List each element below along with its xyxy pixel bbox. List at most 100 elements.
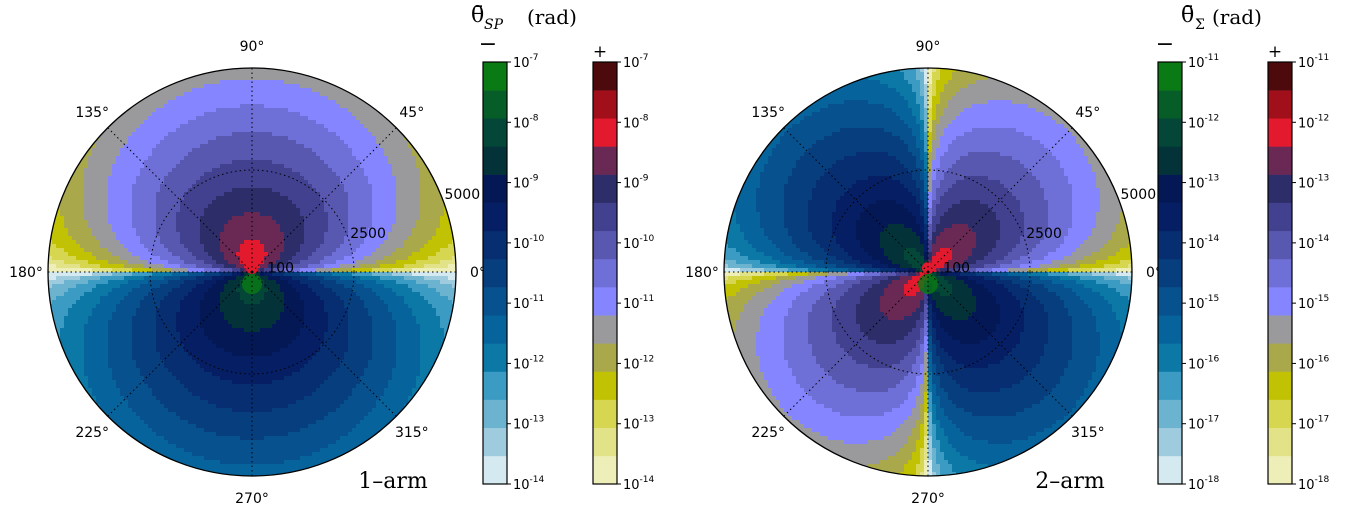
colorbar-segment bbox=[593, 118, 617, 147]
colorbar-segment bbox=[1268, 230, 1292, 260]
colorbar-segment bbox=[1158, 90, 1182, 119]
angle-tick-label: 270° bbox=[911, 491, 945, 506]
colorbar-positive: 10-7 10-8 10-9 10-10 10-11 10-12 10-13 10-14 bbox=[592, 53, 655, 493]
colorbar-segment bbox=[483, 455, 507, 485]
colorbar-segment bbox=[1158, 202, 1182, 232]
colorbar-tick-label: 10-14 bbox=[623, 475, 655, 493]
colorbar-segment bbox=[483, 202, 507, 232]
colorbar-tick-label: 10-13 bbox=[513, 415, 544, 433]
colorbar-segment bbox=[1158, 146, 1182, 175]
colorbar-segment bbox=[483, 315, 507, 344]
colorbar-segment bbox=[1158, 174, 1182, 203]
panel-label-1arm: 1–arm bbox=[358, 469, 428, 494]
colorbar-tick-label: 10-17 bbox=[1188, 415, 1219, 433]
colorbar-tick-label: 10-18 bbox=[1298, 475, 1330, 493]
colorbar-tick-label: 10-8 bbox=[513, 113, 539, 131]
polar-panel-1arm: 0°45°90°135°180°225°270°315°10025005000 … bbox=[9, 39, 486, 506]
angle-tick-label: 90° bbox=[916, 39, 941, 55]
colorbar-title-unit: (rad) bbox=[527, 5, 577, 29]
colorbar-tick-label: 10-13 bbox=[1298, 174, 1329, 192]
colorbar-segment bbox=[593, 202, 617, 232]
angle-tick-label: 0° bbox=[470, 265, 486, 281]
colorbar-segment bbox=[483, 146, 507, 175]
colorbar-tick-label: 10-11 bbox=[513, 294, 544, 312]
colorbar-tick-label: 10-9 bbox=[623, 174, 649, 192]
angle-tick-label: 225° bbox=[751, 425, 785, 441]
colorbar-tick-label: 10-7 bbox=[513, 53, 539, 71]
panel-label-2arm: 2–arm bbox=[1035, 469, 1105, 494]
radial-tick-label: 5000 bbox=[444, 187, 480, 203]
colorbar-segment bbox=[1158, 118, 1182, 147]
colorbar-title: θ̄ SP (rad) bbox=[471, 3, 577, 33]
colorbar-tick-label: 10-16 bbox=[1298, 354, 1330, 372]
colorbars-panel-2: 10-11 10-12 10-13 10-14 10-15 10-16 10-17 10-18… bbox=[1156, 3, 1330, 493]
angle-tick-label: 135° bbox=[75, 105, 109, 121]
colorbar-tick-label: 10-12 bbox=[513, 354, 544, 372]
colorbar-tick-label: 10-12 bbox=[1188, 113, 1219, 131]
radial-tick-label: 2500 bbox=[1026, 226, 1062, 242]
colorbar-segment bbox=[1158, 427, 1182, 457]
angle-tick-label: 315° bbox=[1071, 425, 1105, 441]
angle-tick-label: 180° bbox=[9, 265, 43, 281]
colorbars-panel-1: 10-7 10-8 10-9 10-10 10-11 10-12 10-13 10-14 10… bbox=[471, 3, 655, 493]
colorbar-tick-label: 10-10 bbox=[513, 234, 545, 252]
colorbar-neg-sign: − bbox=[1156, 32, 1174, 57]
colorbar-negative: 10-11 10-12 10-13 10-14 10-15 10-16 10-17 10-18 bbox=[1157, 53, 1220, 493]
colorbar-title-symbol: θ̄ bbox=[1181, 3, 1194, 28]
angle-tick-label: 180° bbox=[685, 265, 719, 281]
colorbar-segment bbox=[483, 174, 507, 203]
colorbar-tick-label: 10-16 bbox=[1188, 354, 1220, 372]
colorbar-segment bbox=[593, 146, 617, 175]
angle-tick-label: 45° bbox=[399, 105, 424, 121]
colorbar-tick-label: 10-15 bbox=[1188, 294, 1219, 312]
colorbar-segment bbox=[593, 455, 617, 485]
colorbar-tick-label: 10-17 bbox=[1298, 415, 1329, 433]
colorbar-tick-label: 10-14 bbox=[513, 475, 545, 493]
angle-tick-label: 90° bbox=[240, 39, 265, 55]
colorbar-segment bbox=[1158, 343, 1182, 372]
colorbar-segment bbox=[593, 62, 617, 91]
colorbar-segment bbox=[1158, 315, 1182, 344]
colorbar-segment bbox=[1158, 230, 1182, 260]
colorbar-segment bbox=[483, 287, 507, 316]
colorbar-tick-label: 10-8 bbox=[623, 113, 649, 131]
colorbar-tick-label: 10-14 bbox=[1188, 234, 1220, 252]
colorbar-tick-label: 10-13 bbox=[623, 415, 654, 433]
colorbar-tick-label: 10-7 bbox=[623, 53, 649, 71]
colorbar-segment bbox=[1268, 118, 1292, 147]
colorbar-segment bbox=[1158, 287, 1182, 316]
radial-tick-label: 2500 bbox=[350, 226, 386, 242]
colorbar-segment bbox=[1268, 202, 1292, 232]
colorbar-segment bbox=[593, 258, 617, 288]
colorbar-segment bbox=[483, 427, 507, 457]
colorbar-segment bbox=[1268, 287, 1292, 316]
colorbar-segment bbox=[483, 62, 507, 91]
colorbar-segment bbox=[1268, 258, 1292, 288]
colorbar-tick-label: 10-9 bbox=[513, 174, 539, 192]
colorbar-negative: 10-7 10-8 10-9 10-10 10-11 10-12 10-13 10-14 bbox=[482, 53, 545, 493]
colorbar-tick-label: 10-12 bbox=[623, 354, 654, 372]
colorbar-segment bbox=[483, 118, 507, 147]
colorbar-segment bbox=[483, 343, 507, 372]
colorbar-segment bbox=[1158, 62, 1182, 91]
colorbar-segment bbox=[593, 343, 617, 372]
polar-grid bbox=[47, 67, 457, 477]
colorbar-segment bbox=[483, 230, 507, 260]
colorbar-segment bbox=[483, 399, 507, 429]
colorbar-tick-label: 10-11 bbox=[623, 294, 654, 312]
colorbar-pos-sign: + bbox=[593, 42, 607, 62]
colorbar-segment bbox=[1268, 343, 1292, 372]
colorbar-segment bbox=[1268, 399, 1292, 429]
colorbar-segment bbox=[1268, 315, 1292, 344]
colorbar-title-symbol: θ̄ bbox=[471, 3, 484, 28]
angle-tick-label: 225° bbox=[75, 425, 109, 441]
colorbar-title-subscript: SP bbox=[484, 17, 504, 33]
colorbar-tick-label: 10-18 bbox=[1188, 475, 1220, 493]
colorbar-segment bbox=[1158, 371, 1182, 400]
colorbar-positive: 10-11 10-12 10-13 10-14 10-15 10-16 10-17 10-18 bbox=[1267, 53, 1330, 493]
angle-tick-label: 270° bbox=[235, 491, 269, 506]
colorbar-segment bbox=[593, 371, 617, 400]
